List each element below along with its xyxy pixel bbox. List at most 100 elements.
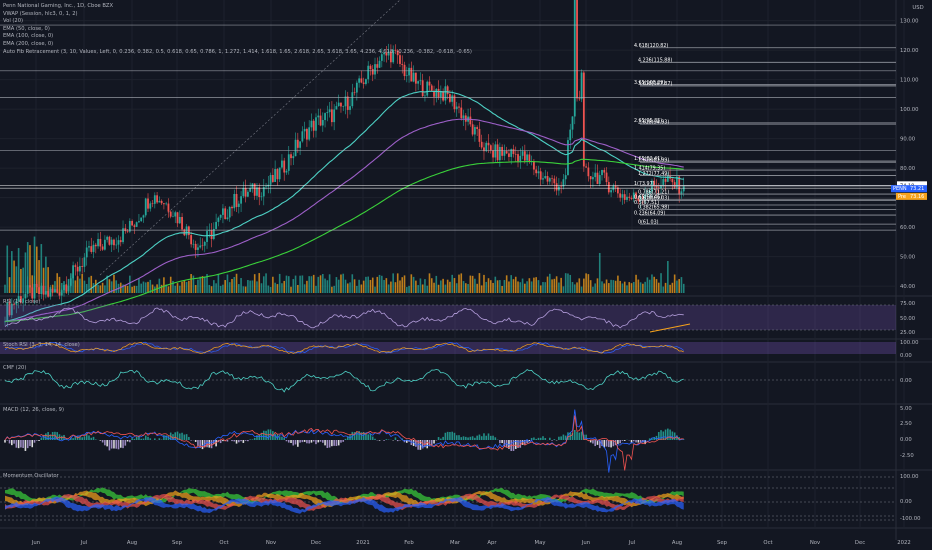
macd-histogram-bar bbox=[315, 440, 317, 445]
volume-bar bbox=[415, 280, 417, 293]
volume-bar bbox=[614, 280, 617, 293]
volume-bar bbox=[151, 284, 154, 293]
volume-bar bbox=[303, 284, 306, 293]
volume-bar bbox=[97, 285, 99, 293]
time-axis-label: Sep bbox=[717, 540, 728, 546]
macd-histogram-bar bbox=[172, 434, 174, 440]
candle-body bbox=[106, 236, 109, 240]
macd-histogram-bar bbox=[537, 437, 540, 440]
volume-bar bbox=[530, 281, 533, 293]
candle-body bbox=[553, 178, 556, 184]
osc-tick-label: -100.00 bbox=[900, 516, 921, 522]
volume-bar bbox=[258, 273, 261, 293]
candle-body bbox=[385, 52, 388, 56]
candle-body bbox=[240, 196, 242, 204]
rsi-divergence-line bbox=[649, 323, 691, 333]
volume-bar bbox=[449, 281, 451, 293]
macd-histogram-bar bbox=[274, 433, 276, 440]
volume-bar bbox=[22, 267, 24, 293]
macd-histogram-bar bbox=[449, 431, 451, 440]
macd-histogram-bar bbox=[535, 438, 537, 440]
candle-body bbox=[578, 98, 581, 100]
legend-line: EMA (100, close, 0) bbox=[3, 33, 54, 40]
candle-body bbox=[199, 245, 202, 248]
candle-body bbox=[281, 160, 283, 168]
candle-body bbox=[378, 60, 381, 68]
candle-body bbox=[580, 72, 583, 100]
volume-bar bbox=[315, 285, 317, 293]
price-tick-label: 80.00 bbox=[900, 166, 916, 172]
volume-bar bbox=[437, 284, 440, 293]
volume-bar bbox=[262, 276, 265, 293]
candle-body bbox=[292, 156, 295, 159]
candle-body bbox=[165, 203, 168, 205]
candle-body bbox=[74, 265, 77, 267]
macd-histogram-bar bbox=[571, 432, 574, 440]
volume-bar bbox=[213, 280, 215, 293]
fib-level-label: 0.236(64.09) bbox=[634, 210, 665, 216]
macd-histogram-bar bbox=[360, 432, 363, 440]
macd-histogram-bar bbox=[203, 440, 206, 448]
volume-bar bbox=[544, 282, 547, 293]
volume-bar bbox=[660, 273, 662, 293]
candle-body bbox=[548, 178, 551, 182]
osc-tick-label: 0.00 bbox=[900, 499, 912, 505]
candle-body bbox=[330, 109, 333, 123]
time-axis-label: Jul bbox=[628, 540, 635, 546]
macd-histogram-bar bbox=[247, 440, 249, 442]
candle-body bbox=[79, 266, 81, 272]
macd-histogram-bar bbox=[79, 436, 81, 440]
volume-bar bbox=[510, 275, 513, 293]
candle-body bbox=[138, 221, 140, 223]
candle-body bbox=[437, 88, 440, 98]
volume-bar bbox=[312, 274, 315, 293]
cmf-line bbox=[4, 369, 684, 393]
macd-histogram-bar bbox=[194, 440, 197, 442]
candle-body bbox=[319, 115, 322, 126]
volume-bar bbox=[424, 279, 426, 293]
volume-bar bbox=[356, 285, 358, 293]
macd-histogram-bar bbox=[24, 440, 27, 451]
candle-body bbox=[644, 194, 647, 201]
volume-bar bbox=[244, 286, 247, 293]
volume-bar bbox=[188, 280, 190, 293]
volume-bar bbox=[306, 280, 308, 293]
candle-body bbox=[194, 243, 197, 250]
candle-body bbox=[203, 241, 206, 246]
macd-histogram-bar bbox=[671, 431, 674, 440]
candle-body bbox=[417, 81, 420, 84]
macd-histogram-bar bbox=[154, 438, 156, 440]
volume-bar bbox=[505, 275, 508, 293]
macd-histogram-bar bbox=[608, 440, 610, 448]
stoch-tick-label: 0.00 bbox=[900, 353, 912, 359]
macd-histogram-bar bbox=[415, 440, 417, 447]
macd-histogram-bar bbox=[485, 435, 488, 440]
macd-histogram-bar bbox=[444, 432, 447, 440]
volume-bar bbox=[276, 284, 279, 293]
macd-histogram-bar bbox=[487, 433, 490, 440]
volume-bar bbox=[678, 279, 680, 293]
volume-bar bbox=[673, 274, 676, 293]
time-axis-label: Dec bbox=[311, 540, 321, 546]
macd-histogram-bar bbox=[158, 438, 161, 440]
macd-histogram-bar bbox=[621, 440, 624, 441]
candle-body bbox=[546, 176, 549, 182]
macd-histogram-bar bbox=[251, 439, 254, 440]
volume-bar bbox=[385, 278, 388, 293]
macd-histogram-bar bbox=[322, 440, 324, 443]
macd-tick-label: 5.00 bbox=[900, 406, 912, 412]
candle-body bbox=[172, 216, 174, 218]
rsi-line bbox=[4, 307, 684, 329]
macd-histogram-bar bbox=[45, 433, 47, 440]
candle-body bbox=[15, 301, 18, 305]
candle-body bbox=[539, 171, 542, 180]
candle-body bbox=[492, 150, 494, 158]
candle-body bbox=[215, 221, 218, 229]
candle-body bbox=[567, 140, 569, 176]
volume-bar bbox=[601, 281, 603, 293]
candle-body bbox=[662, 179, 665, 186]
candle-body bbox=[219, 214, 222, 218]
macd-histogram-bar bbox=[65, 439, 68, 440]
macd-histogram-bar bbox=[664, 429, 667, 440]
